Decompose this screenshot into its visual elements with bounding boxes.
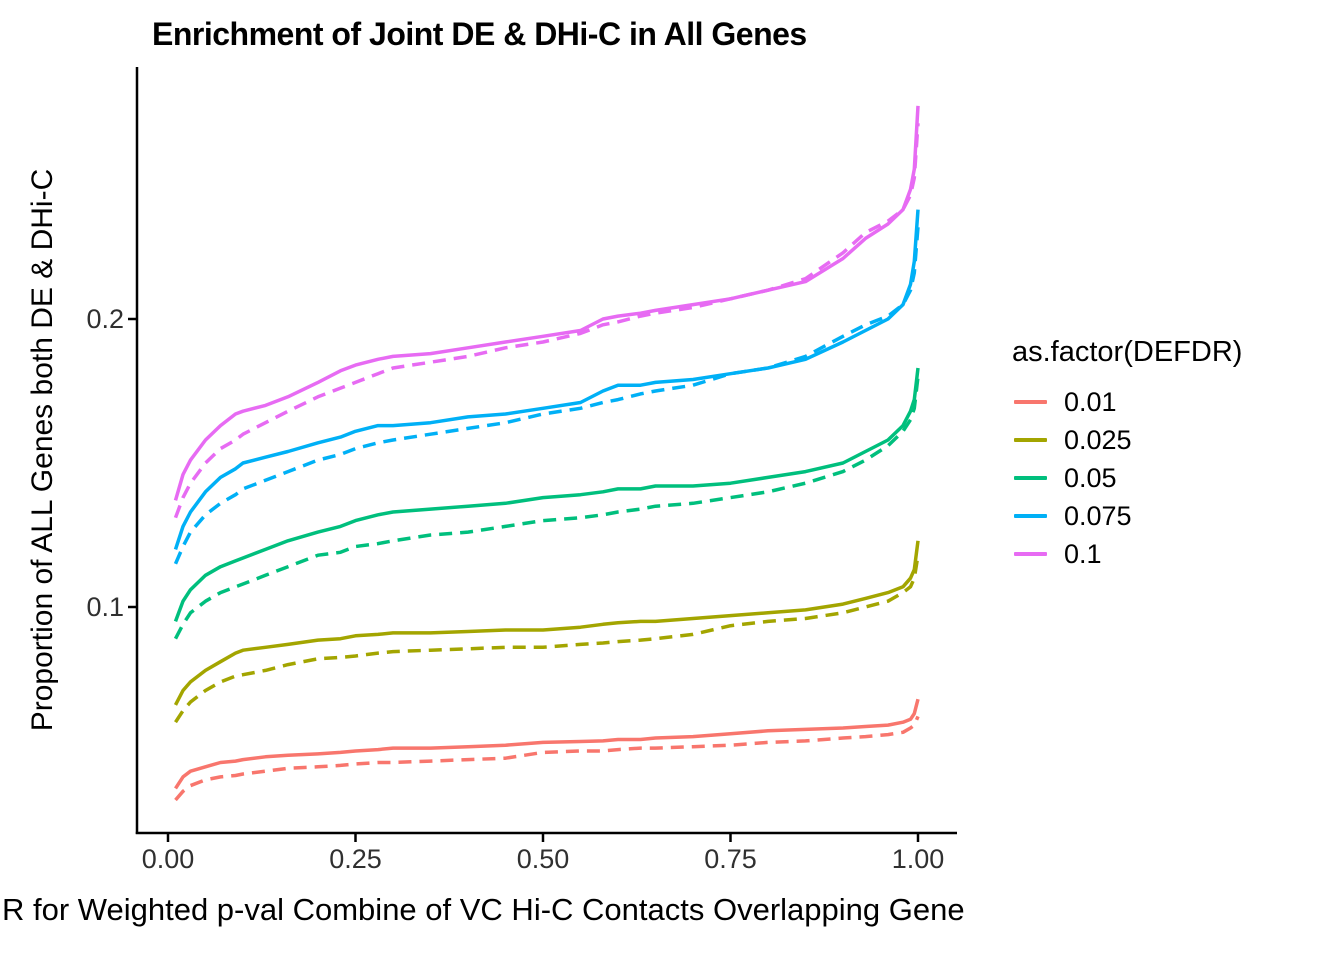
curve-0.01-solid xyxy=(174,698,920,790)
legend-key-line-0.1 xyxy=(1014,552,1047,556)
curve-0.1-dashed xyxy=(173,123,920,519)
x-tick-label-0.25: 0.25 xyxy=(329,844,382,874)
curve-0.01-dashed xyxy=(174,715,920,802)
curve-0.025-dashed xyxy=(174,554,920,724)
x-tick-label-0.75: 0.75 xyxy=(704,844,757,874)
x-tick-marks xyxy=(166,833,920,842)
legend-title: as.factor(DEFDR) xyxy=(1012,336,1243,368)
curve-0.075-solid xyxy=(173,209,920,550)
x-tick-label-0.00: 0.00 xyxy=(141,844,195,874)
legend-label-0.01: 0.01 xyxy=(1064,387,1117,417)
curves-group xyxy=(173,105,920,802)
y-tick-label-0.2: 0.2 xyxy=(86,304,124,334)
curve-0.05-solid xyxy=(173,367,920,623)
x-axis-title: R for Weighted p-val Combine of VC Hi-C … xyxy=(2,892,965,927)
y-tick-marks xyxy=(128,317,137,609)
legend-key-line-0.05 xyxy=(1014,476,1047,480)
x-tick-label-1.00: 1.00 xyxy=(891,844,945,874)
curve-0.075-dashed xyxy=(173,226,920,565)
x-tick-label-0.50: 0.50 xyxy=(516,844,570,874)
curve-0.025-solid xyxy=(173,540,920,706)
legend-key-line-0.01 xyxy=(1014,400,1047,404)
legend-label-0.1: 0.1 xyxy=(1064,539,1102,569)
curve-0.05-dashed xyxy=(173,376,920,640)
chart-title: Enrichment of Joint DE & DHi-C in All Ge… xyxy=(152,16,807,52)
legend-label-0.025: 0.025 xyxy=(1064,425,1132,455)
legend-label-0.05: 0.05 xyxy=(1064,463,1117,493)
y-tick-label-0.1: 0.1 xyxy=(86,592,124,622)
legend-key-line-0.075 xyxy=(1014,514,1047,518)
legend-label-0.075: 0.075 xyxy=(1064,501,1132,531)
y-axis-title: Proportion of ALL Genes both DE & DHi-C xyxy=(26,168,59,732)
legend-key-line-0.025 xyxy=(1014,438,1047,442)
curve-0.1-solid xyxy=(173,105,920,501)
